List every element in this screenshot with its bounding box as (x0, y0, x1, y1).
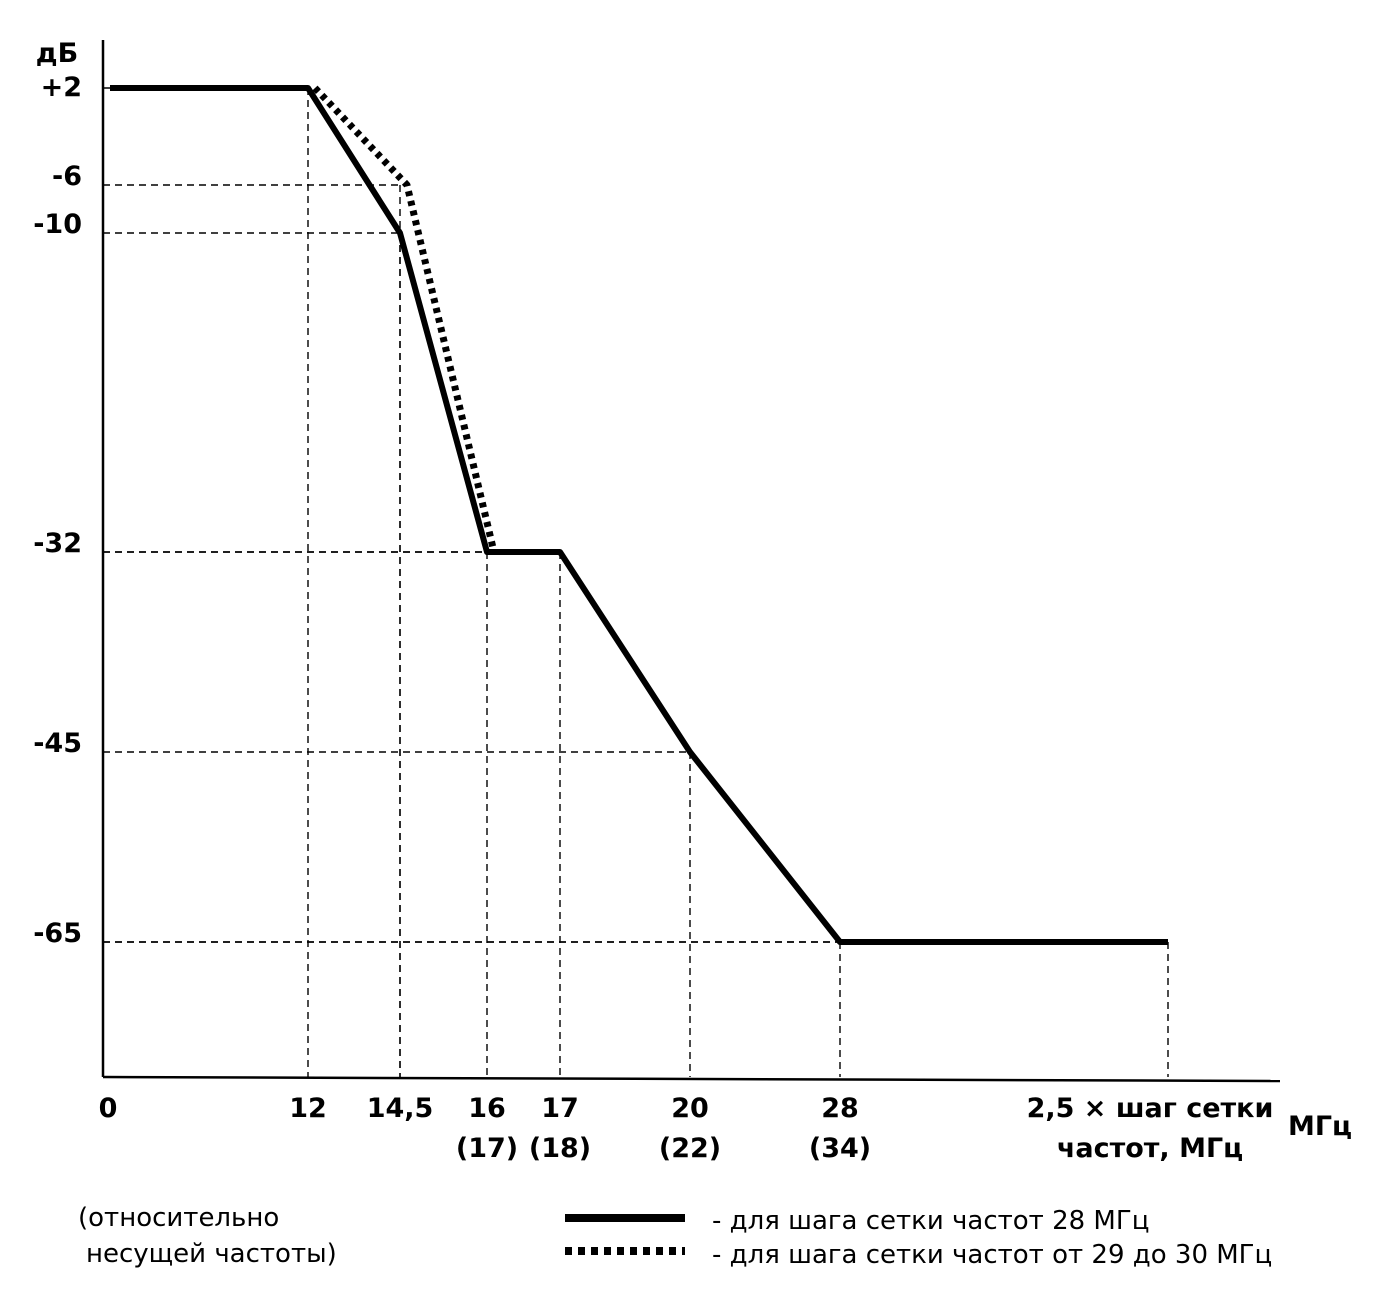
x-tick-label: 12 (289, 1093, 327, 1124)
x-tick-sublabel: (18) (529, 1133, 591, 1164)
x-axis-unit: МГц (1288, 1111, 1352, 1142)
y-tick-label: -32 (33, 528, 82, 559)
x-tick-label: 16 (468, 1093, 506, 1124)
y-axis-label: дБ (36, 38, 78, 69)
y-tick-label: +2 (41, 72, 82, 103)
x-tick-sublabel: частот, МГц (1057, 1133, 1243, 1164)
x-tick-label: 20 (671, 1093, 709, 1124)
x-tick-label: 0 (99, 1093, 118, 1124)
y-tick-label: -10 (33, 209, 82, 240)
x-tick-sublabel: (34) (809, 1133, 871, 1164)
x-axis (102, 1075, 1281, 1083)
legend-label-dotted: - для шага сетки частот от 29 до 30 МГц (712, 1240, 1272, 1270)
series-line-dotted (312, 85, 498, 553)
x-tick-label: 2,5 × шаг сетки (1027, 1093, 1274, 1124)
x-tick-sublabel: (17) (456, 1133, 518, 1164)
note-line-1: (относительно (78, 1203, 279, 1233)
x-tick-label: 14,5 (367, 1093, 434, 1124)
y-tick-label: -45 (33, 728, 82, 759)
x-tick-sublabel: (22) (659, 1133, 721, 1164)
series-line-solid (110, 85, 1168, 945)
legend-label-solid: - для шага сетки частот 28 МГц (712, 1206, 1149, 1236)
note-line-2: несущей частоты) (86, 1239, 337, 1269)
x-tick-label: 17 (541, 1093, 579, 1124)
x-tick-label: 28 (821, 1093, 859, 1124)
y-tick-label: -65 (33, 918, 82, 949)
y-tick-label: -6 (52, 161, 82, 192)
